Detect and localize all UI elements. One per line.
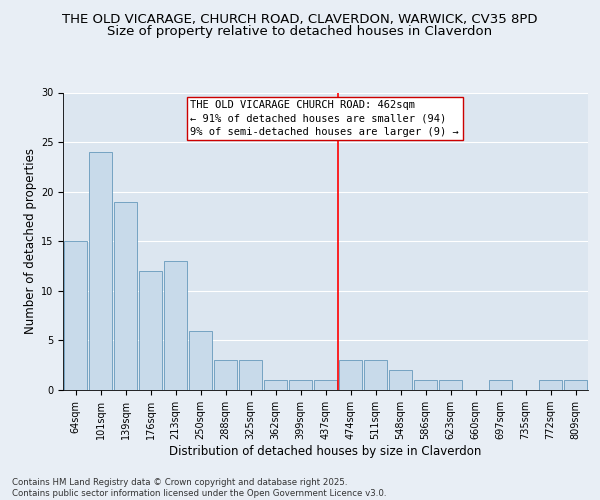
Bar bbox=[239, 360, 262, 390]
Bar bbox=[139, 271, 162, 390]
Bar bbox=[114, 202, 137, 390]
Bar bbox=[364, 360, 387, 390]
Bar bbox=[214, 360, 237, 390]
Text: Contains HM Land Registry data © Crown copyright and database right 2025.
Contai: Contains HM Land Registry data © Crown c… bbox=[12, 478, 386, 498]
Bar bbox=[539, 380, 562, 390]
Bar bbox=[264, 380, 287, 390]
Bar bbox=[189, 330, 212, 390]
Bar bbox=[439, 380, 462, 390]
Bar bbox=[414, 380, 437, 390]
Bar bbox=[339, 360, 362, 390]
Bar bbox=[64, 242, 87, 390]
Text: Size of property relative to detached houses in Claverdon: Size of property relative to detached ho… bbox=[107, 25, 493, 38]
X-axis label: Distribution of detached houses by size in Claverdon: Distribution of detached houses by size … bbox=[169, 445, 482, 458]
Bar bbox=[89, 152, 112, 390]
Bar bbox=[389, 370, 412, 390]
Text: THE OLD VICARAGE CHURCH ROAD: 462sqm
← 91% of detached houses are smaller (94)
9: THE OLD VICARAGE CHURCH ROAD: 462sqm ← 9… bbox=[191, 100, 459, 137]
Bar bbox=[489, 380, 512, 390]
Bar bbox=[564, 380, 587, 390]
Bar bbox=[289, 380, 312, 390]
Y-axis label: Number of detached properties: Number of detached properties bbox=[23, 148, 37, 334]
Text: THE OLD VICARAGE, CHURCH ROAD, CLAVERDON, WARWICK, CV35 8PD: THE OLD VICARAGE, CHURCH ROAD, CLAVERDON… bbox=[62, 12, 538, 26]
Bar bbox=[164, 261, 187, 390]
Bar bbox=[314, 380, 337, 390]
